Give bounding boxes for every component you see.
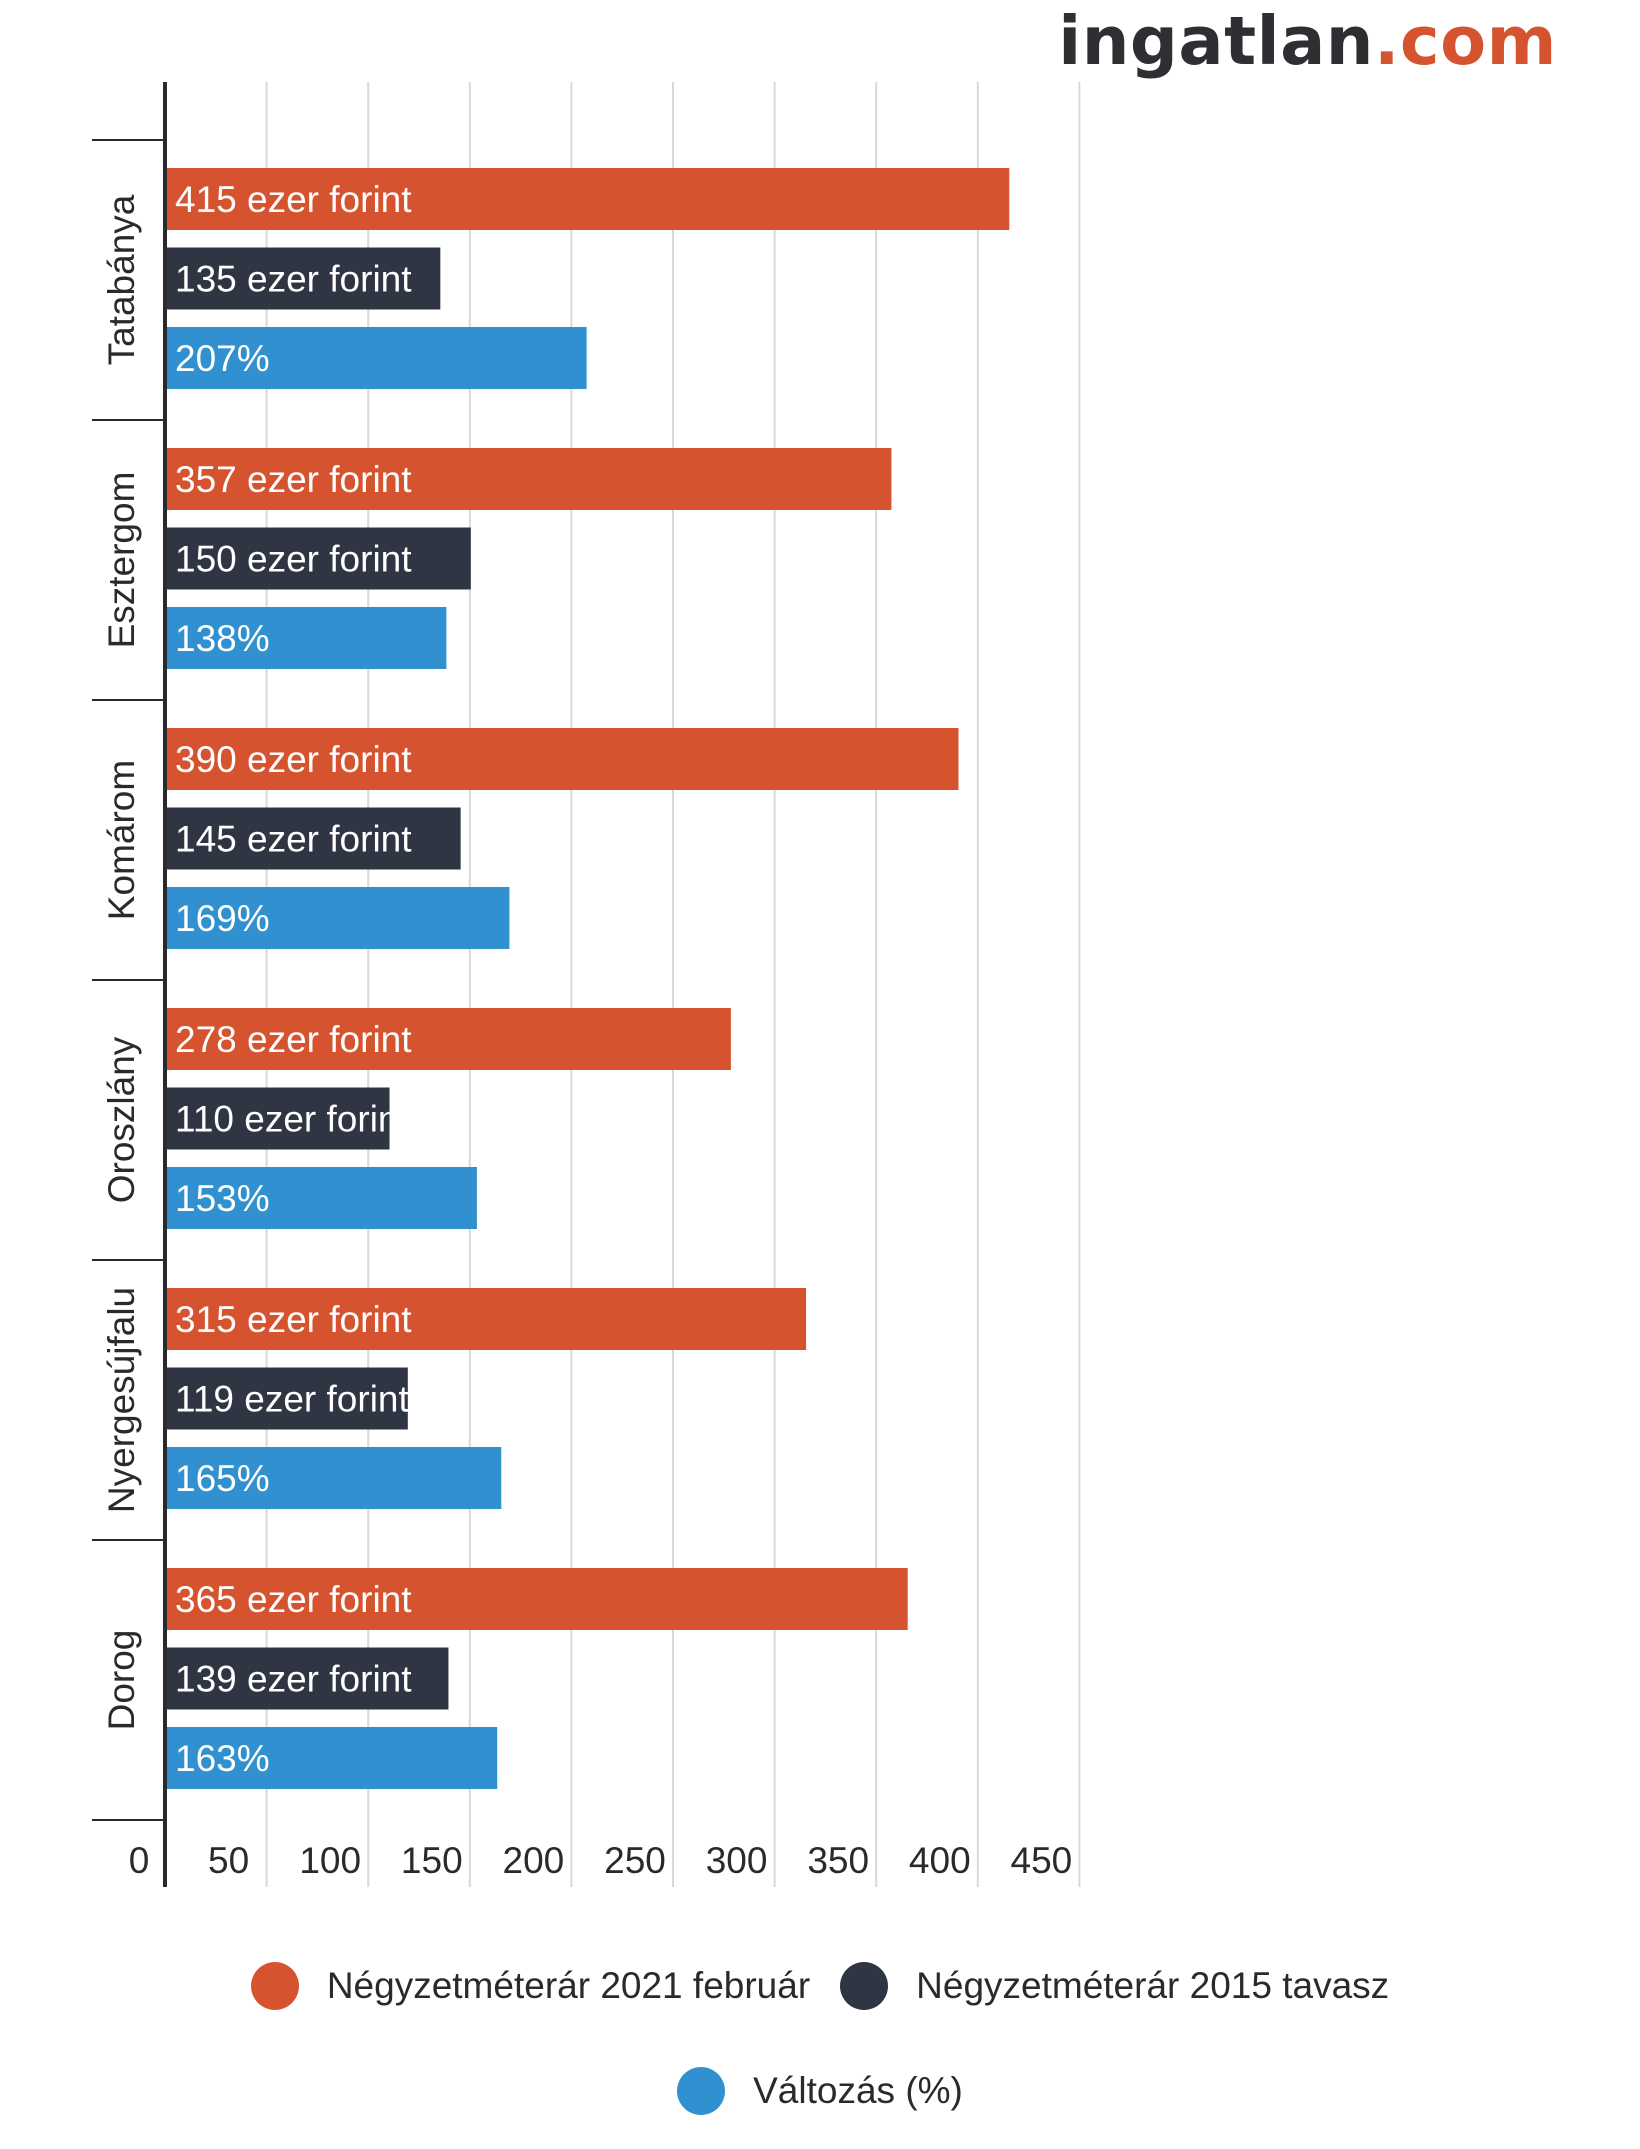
bar-data-label: 163%: [175, 1738, 270, 1779]
category-label: Nyergesújfalu: [101, 1287, 142, 1513]
bar: [166, 607, 447, 669]
x-tick-label: 0: [129, 1840, 150, 1881]
legend-row-2: Változás (%): [0, 2067, 1640, 2115]
legend-row-1: Négyzetméterár 2021 február Négyzetméter…: [0, 1962, 1640, 2010]
bar: [166, 448, 892, 510]
bar-data-label: 415 ezer forint: [175, 179, 412, 220]
x-tick-label: 250: [604, 1840, 666, 1881]
bar-data-label: 165%: [175, 1458, 270, 1499]
legend-item-2015: Négyzetméterár 2015 tavasz: [840, 1962, 1389, 2010]
category-label: Dorog: [101, 1630, 142, 1731]
bar-data-label: 138%: [175, 618, 270, 659]
legend-marker-2021: [250, 1962, 299, 2010]
bar: [166, 527, 471, 590]
bar-data-label: 390 ezer forint: [175, 739, 412, 780]
bar: [166, 728, 959, 790]
x-tick-label: 150: [401, 1840, 463, 1881]
bar-data-label: 150 ezer forint: [175, 539, 412, 580]
bar: [166, 1167, 477, 1229]
bar: [166, 1568, 908, 1630]
x-tick-label: 400: [909, 1840, 971, 1881]
bar: [166, 1727, 498, 1789]
legend-label-2021: Négyzetméterár 2021 február: [326, 1965, 811, 2006]
legend-label-2015: Négyzetméterár 2015 tavasz: [916, 1965, 1390, 2006]
bar: [166, 247, 441, 310]
bar-data-label: 315 ezer forint: [175, 1299, 412, 1340]
bar: [166, 1647, 449, 1710]
legend-marker-2015: [840, 1962, 889, 2010]
legend-label-change: Változás (%): [753, 2070, 963, 2111]
bar-data-label: 169%: [175, 898, 270, 939]
x-tick-label: 450: [1011, 1840, 1073, 1881]
bar-data-label: 278 ezer forint: [175, 1019, 412, 1060]
bar-data-label: 357 ezer forint: [175, 459, 412, 500]
legend-marker-change: [677, 2067, 726, 2115]
category-label: Komárom: [101, 760, 142, 920]
legend-item-change: Változás (%): [677, 2067, 963, 2115]
category-label: Esztergom: [101, 472, 142, 649]
x-tick-label: 50: [208, 1840, 249, 1881]
x-tick-label: 200: [503, 1840, 565, 1881]
bar: [166, 168, 1010, 230]
bar: [166, 1288, 807, 1350]
bar: [166, 1087, 390, 1150]
bar-data-label: 153%: [175, 1178, 270, 1219]
bar: [166, 807, 461, 870]
ingatlan-logo: ingatlan.com: [1058, 2, 1557, 80]
x-tick-label: 300: [706, 1840, 768, 1881]
bar-data-label: 119 ezer forint: [175, 1379, 409, 1420]
legend-item-2021: Négyzetméterár 2021 február: [250, 1962, 811, 2010]
bar-data-label: 139 ezer forint: [175, 1659, 412, 1700]
bar-data-label: 110 ezer forint: [175, 1099, 409, 1140]
category-label: Oroszlány: [101, 1036, 142, 1203]
category-label: Tatabánya: [101, 194, 142, 365]
logo-text-main: ingatlan: [1058, 2, 1374, 80]
bar-data-label: 135 ezer forint: [175, 259, 412, 300]
bar: [166, 887, 510, 949]
bar: [166, 1367, 408, 1430]
bar-data-label: 145 ezer forint: [175, 819, 412, 860]
bar: [166, 327, 587, 389]
x-tick-label: 100: [299, 1840, 361, 1881]
bar: [166, 1447, 502, 1509]
logo-text-domain: .com: [1373, 2, 1557, 80]
bar-data-label: 207%: [175, 338, 270, 379]
x-tick-label: 350: [807, 1840, 869, 1881]
bar-data-label: 365 ezer forint: [175, 1579, 412, 1620]
bar: [166, 1008, 731, 1070]
